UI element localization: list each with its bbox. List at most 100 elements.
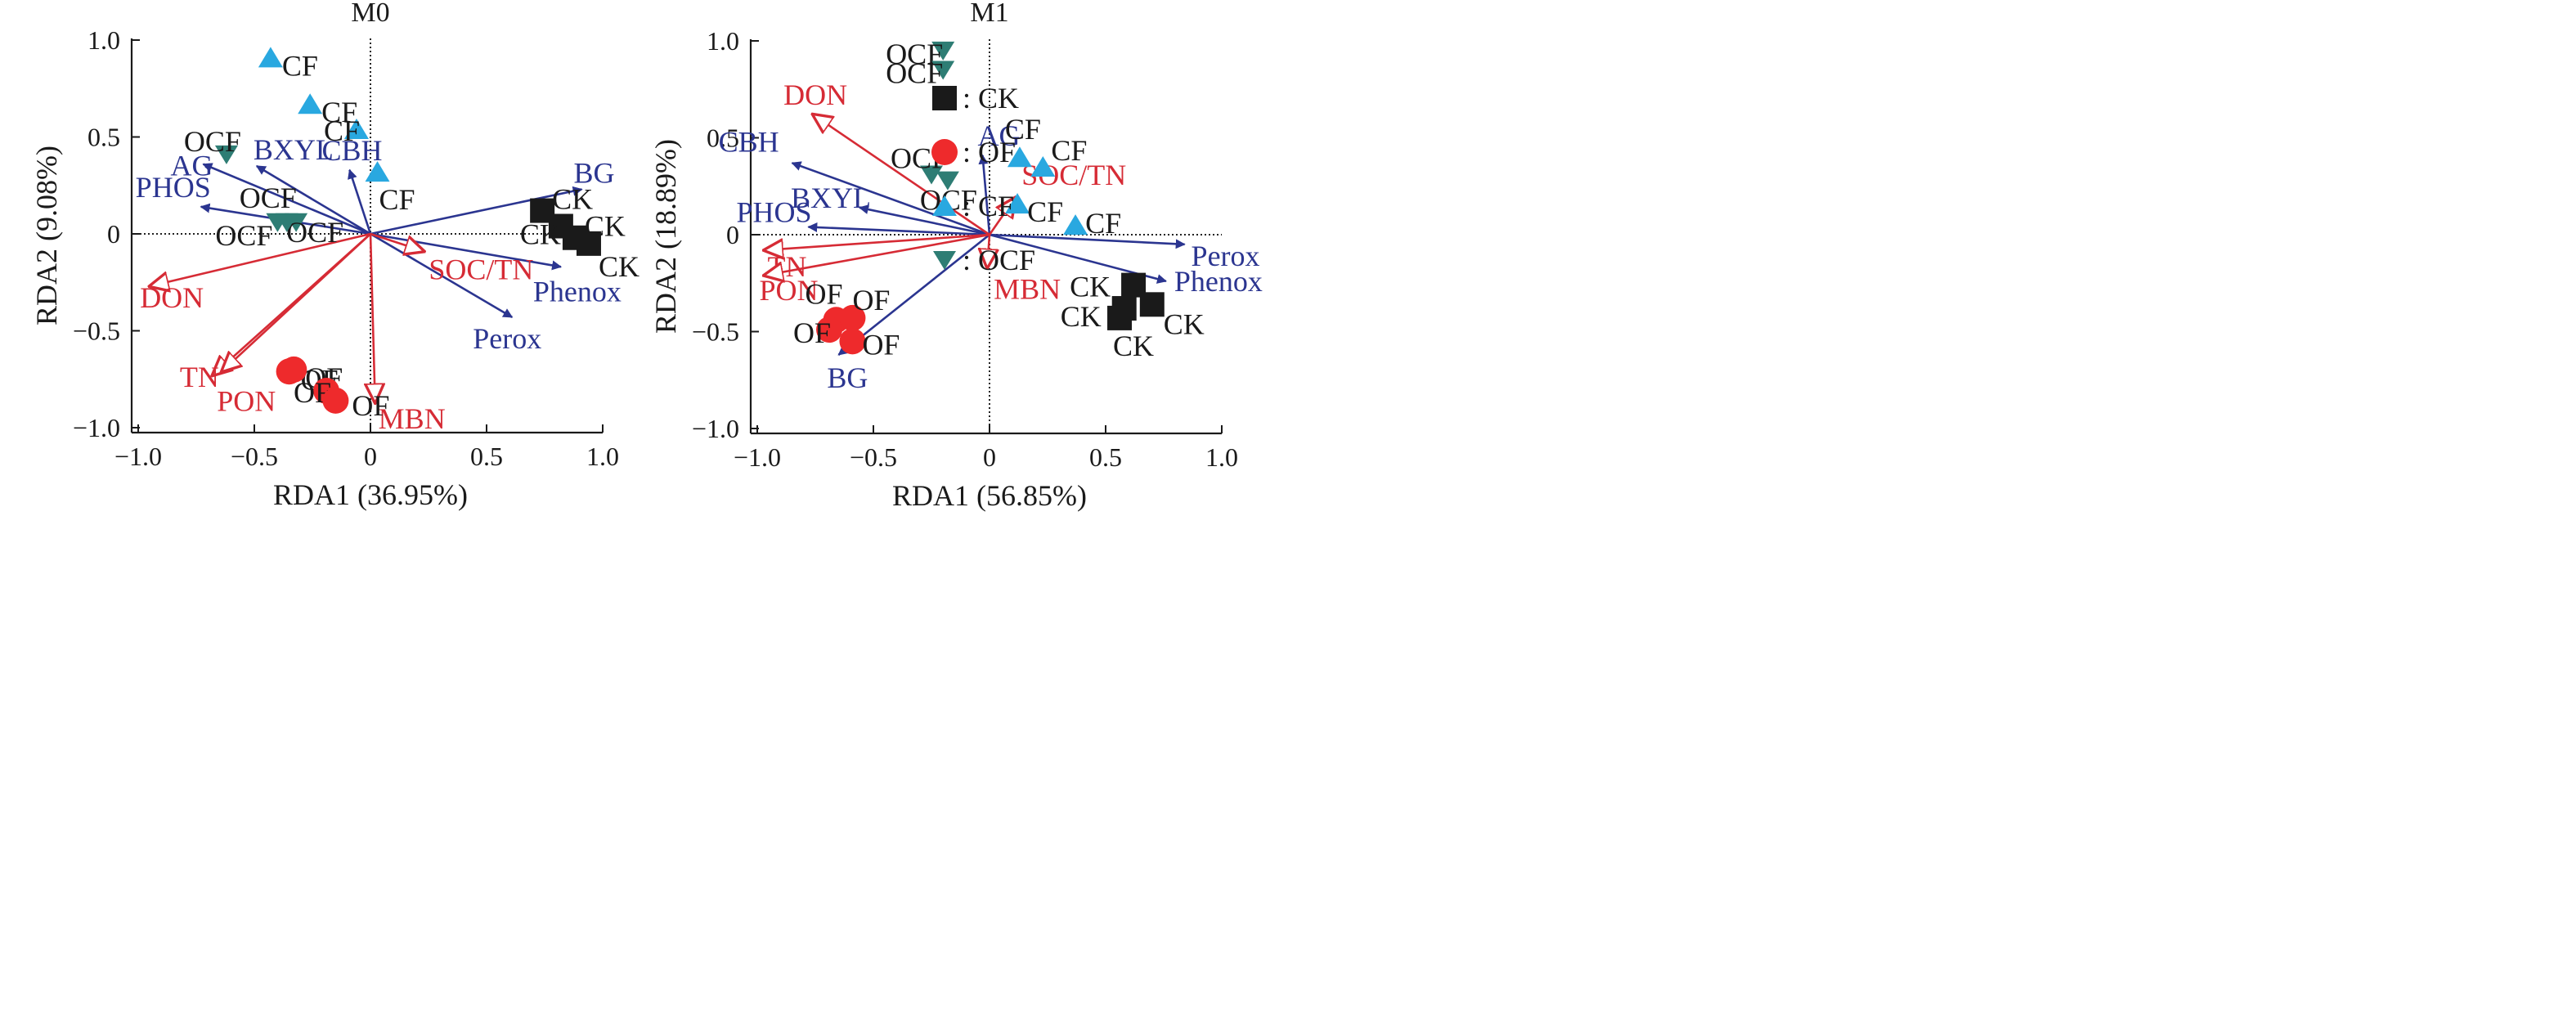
legend: : CK: OF: CF: OCF [931,82,1035,276]
point-label: CK [552,183,593,216]
nitrogen-label: DON [140,281,204,314]
y-axis-label: RDA2 (9.08%) [30,146,63,325]
point-ocf [931,41,955,61]
enzyme-label: Phenox [533,275,622,307]
point-label: OF [852,284,890,316]
nitrogen-vector-soc-tn [988,198,1015,236]
y-tick-label: 0.5 [707,123,739,153]
y-axis-label: RDA2 (18.89%) [649,139,682,334]
enzyme-vector-perox [370,232,514,319]
nitrogen-label: DON [783,79,847,111]
x-tick-label: −1.0 [734,442,781,472]
nitrogen-vector-mbn [987,234,990,267]
point-label: OCF [240,182,297,214]
point-ck [1139,292,1165,317]
x-axis-label: RDA1 (36.95%) [273,478,468,511]
enzyme-vector-ag [978,154,991,236]
legend-marker-ck [932,86,957,110]
nitrogen-vector-mbn [370,233,375,402]
point-of [816,316,843,343]
nitrogen-label: PON [760,274,819,307]
nitrogen-vector-pon [765,233,990,276]
point-label: OF [793,316,831,349]
point-label: CK [1070,271,1111,303]
point-label: OCF [215,219,272,252]
enzyme-label: BXYL [254,133,334,166]
y-tick-label: −1.0 [73,413,120,442]
legend-marker-cf [932,195,957,216]
point-cf [343,119,369,140]
point-label: CK [1164,307,1205,340]
point-label: CF [379,183,415,216]
enzyme-vector-ag [202,163,371,236]
point-label: CK [520,218,561,251]
enzyme-vector-bg [370,186,583,236]
point-of [839,328,866,355]
point-label: OCF [886,57,943,90]
point-ocf [214,145,238,164]
enzyme-label: CBH [321,134,382,167]
enzyme-label: BG [573,156,614,189]
enzyme-label: PHOS [136,171,211,204]
y-tick-label: 0 [107,219,120,249]
y-tick-label: 0.5 [88,123,120,152]
legend-marker-of [931,139,958,165]
point-label: CF [282,49,318,82]
chart-title: M1 [970,0,1008,28]
x-tick-label: 0.5 [1089,442,1122,472]
nitrogen-vector-pon [222,233,371,371]
y-tick-label: −1.0 [692,414,739,443]
point-label: CF [321,96,357,128]
point-label: CF [1085,207,1121,240]
legend-label: : OF [963,136,1016,168]
point-label: OCF [286,216,343,249]
point-label: OF [352,389,389,422]
enzyme-label: Perox [473,322,541,355]
enzyme-vector-phenox [370,232,563,271]
x-tick-label: −0.5 [850,442,897,472]
point-label: CF [324,114,360,147]
point-label: OCF [886,38,943,70]
y-tick-label: −0.5 [692,317,739,347]
x-tick-label: −0.5 [231,442,278,471]
enzyme-vector-cbh [348,168,372,235]
panel-m0: −1.0 −0.5 0 0.5 1.0 1.0 0.5 0 −0.5 −1.0 M0 RDA1 (36… [30,0,640,511]
point-of [322,387,349,414]
y-tick-label: −0.5 [73,316,120,346]
enzyme-label: Phenox [1174,265,1263,298]
point-label: OF [862,328,900,361]
nitrogen-label: PON [217,384,276,417]
nitrogen-label: SOC/TN [429,253,533,285]
point-cf [258,47,283,68]
enzyme-vector-perox [989,233,1186,249]
enzyme-label: AG [977,119,1020,152]
point-cf [365,161,390,182]
point-ocf [275,213,298,232]
nitrogen-vector-don [150,232,371,286]
enzyme-vector-bxyl [858,204,990,236]
enzyme-label: PHOS [736,196,811,229]
nitrogen-vector-soc-tn [370,232,424,251]
enzyme-label: BXYL [791,182,871,214]
nitrogen-label: TN [180,361,219,393]
legend-label: : OCF [963,244,1035,276]
point-ocf [936,171,959,191]
point-label: CK [1113,330,1154,362]
point-ck [1107,305,1133,330]
legend-label: : CK [963,82,1019,114]
point-ocf [920,165,943,185]
legend-marker-ocf [933,251,956,270]
point-of [280,356,307,383]
enzyme-label: CBH [719,125,779,158]
point-label: CK [1061,300,1102,333]
point-label: CK [599,250,640,283]
x-tick-label: 0 [364,442,377,471]
chart-title: M0 [351,0,389,28]
x-tick-label: 1.0 [1205,442,1238,472]
point-cf [298,93,323,114]
point-ck [576,231,601,256]
enzyme-label: Perox [1192,240,1260,272]
point-cf [1030,156,1056,177]
x-tick-label: 0 [983,442,996,472]
